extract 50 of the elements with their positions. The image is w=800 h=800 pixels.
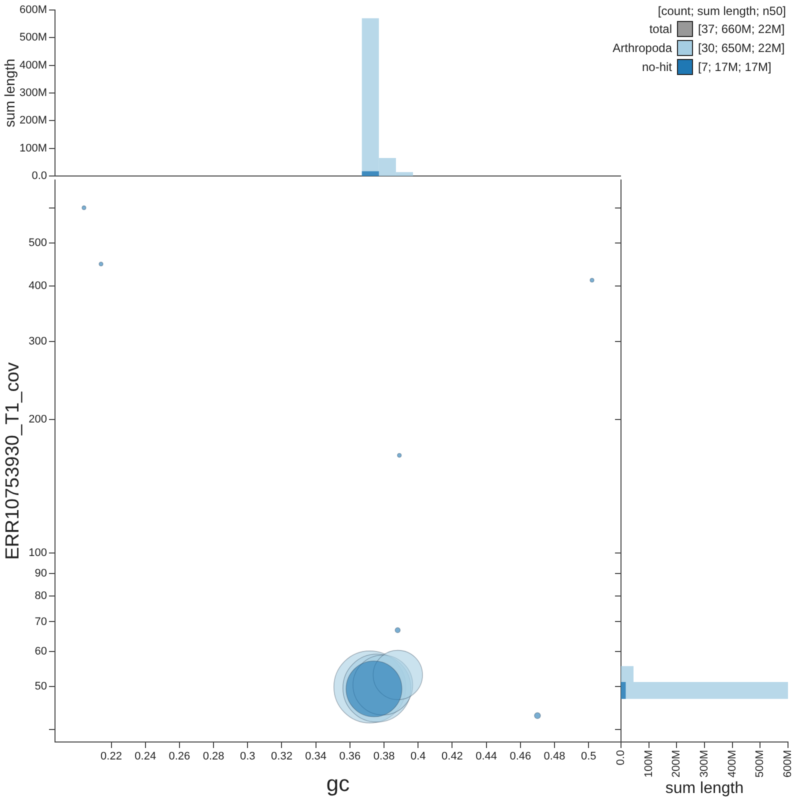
- x-tick-label: 0.0: [615, 750, 628, 766]
- y-tick-label: 300M: [19, 87, 47, 100]
- legend-label: no-hit: [642, 60, 672, 74]
- x-tick-label: 0.26: [168, 750, 190, 763]
- y-tick-label: 200: [28, 413, 47, 426]
- y-tick-label: 100: [28, 547, 47, 560]
- legend-title: [count; sum length; n50]: [656, 4, 786, 18]
- x-tick-label: 600M: [782, 750, 794, 778]
- x-tick-label: 0.28: [202, 750, 224, 763]
- y-axis-title: sum length: [1, 58, 18, 128]
- x-tick-label: 0.46: [510, 750, 532, 763]
- text: [30; 650M; 22M]: [698, 41, 786, 55]
- y-tick-label: 70: [34, 616, 47, 628]
- y-tick-label: 50: [34, 680, 47, 693]
- y-tick-label: 500M: [19, 32, 47, 44]
- legend-label: total: [649, 22, 672, 36]
- x-tick-label: 500M: [754, 750, 766, 778]
- y-tick-label: 100M: [19, 142, 47, 154]
- y-tick-label: 600M: [19, 4, 47, 16]
- y-tick-label: 80: [34, 590, 47, 602]
- x-tick-label: 300M: [698, 750, 711, 778]
- x-tick-label: 0.36: [339, 750, 361, 763]
- y-tick-label: 60: [34, 645, 47, 658]
- x-tick-label: 400M: [726, 750, 738, 778]
- x-tick-label: 0.34: [305, 750, 327, 763]
- x-axis-title: sum length: [665, 780, 744, 797]
- x-tick-label: 100M: [642, 750, 655, 778]
- x-tick-label: 0.3: [240, 750, 256, 763]
- text: [37; 660M; 22M]: [698, 22, 786, 36]
- x-tick-label: 0.4: [410, 750, 426, 763]
- x-tick-label: 200M: [670, 750, 683, 778]
- x-tick-label: 0.44: [476, 750, 498, 763]
- y-tick-label: 300: [28, 335, 47, 348]
- x-tick-label: 0.5: [580, 750, 596, 763]
- x-tick-label: 0.22: [100, 750, 122, 763]
- x-tick-label: 0.24: [134, 750, 156, 763]
- y-tick-label: 400M: [19, 59, 47, 72]
- x-tick-label: 0.32: [271, 750, 292, 763]
- y-tick-label: 90: [34, 567, 47, 580]
- x-axis-title: gc: [326, 770, 350, 796]
- legend-label: Arthropoda: [612, 41, 672, 55]
- y-axis-title: ERR10753930_T1_cov: [2, 362, 24, 560]
- y-tick-label: 0.0: [32, 170, 47, 182]
- text: [7; 17M; 17M]: [698, 60, 772, 74]
- y-tick-label: 400: [28, 280, 47, 292]
- x-tick-label: 0.38: [373, 750, 395, 763]
- x-tick-label: 0.48: [544, 750, 566, 763]
- y-tick-label: 200M: [19, 114, 47, 127]
- x-tick-label: 0.42: [442, 750, 463, 763]
- y-tick-label: 500: [28, 236, 47, 249]
